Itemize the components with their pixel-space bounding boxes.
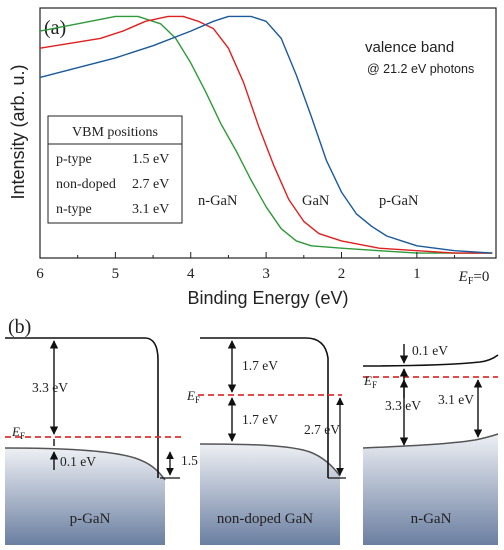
gap-label: 3.3 eV [385, 398, 421, 413]
valence-band-edge [199, 443, 341, 477]
series-layer [39, 15, 493, 254]
panel-b-label: (b) [8, 316, 31, 338]
valence-band-fill [5, 448, 165, 545]
ef-sub: F [372, 380, 377, 390]
ef-vb-label: 3.1 eV [438, 392, 474, 407]
ef-main: E [458, 269, 468, 285]
x-tick-label: 2 [338, 266, 346, 282]
ef-main: E [11, 424, 20, 439]
material-label: n-GaN [411, 511, 452, 527]
valence-band-fill [200, 444, 340, 545]
curve-label-gan: GaN [302, 193, 330, 209]
vbm-row-value: 2.7 eV [132, 177, 169, 192]
valence-band-fill [363, 434, 498, 545]
ef-sub: F [195, 395, 200, 405]
vbm-table-box [47, 115, 183, 224]
ef-vb-label: 0.1 eV [60, 454, 96, 469]
vbm-table-title: VBM positions [72, 125, 158, 140]
series-line-n-gan [39, 15, 493, 254]
series-line-p-gan [39, 15, 493, 254]
cb-gap-label: 0.1 eV [412, 343, 448, 358]
vbm-row-value: 3.1 eV [132, 202, 169, 217]
ef-label: EF [186, 388, 200, 405]
vbm-row-name: p-type [56, 152, 92, 167]
cb-ef-label: 1.7 eV [242, 358, 278, 373]
x-tick-label: 6 [36, 266, 44, 282]
band-diagram-p-gan: 3.3 eV 0.1 eV 1.5 eV EF p-GaN [4, 337, 217, 545]
x-tick-label: 5 [112, 266, 120, 282]
band-diagram-non-doped-gan: 1.7 eV 1.7 eV 2.7 eV EF non-doped GaN [186, 337, 346, 545]
x-axis-label: Binding Energy (eV) [187, 288, 348, 308]
x-tick-label: 4 [187, 266, 195, 282]
ef-vb-label: 1.7 eV [242, 412, 278, 427]
y-axis-label: Intensity (arb. u.) [8, 64, 28, 199]
conduction-band-edge [200, 337, 329, 478]
vbm-row-name: non-doped [56, 177, 116, 192]
ef-sub: F [20, 431, 25, 441]
ef-main: E [363, 373, 372, 388]
material-label: non-doped GaN [217, 511, 313, 527]
gap-label: 3.3 eV [32, 380, 68, 395]
ef-label: EF [11, 424, 25, 441]
ef-sub: F [468, 276, 474, 287]
x-tick-label: 3 [262, 266, 270, 282]
annotation-photons: @ 21.2 eV photons [367, 62, 474, 76]
conduction-band-edge [362, 354, 499, 367]
curve-label-p-gan: p-GaN [379, 193, 419, 209]
ef-label: EF [363, 373, 377, 390]
valence-band-edge [4, 447, 166, 481]
annotation-valence-band: valence band [365, 39, 454, 56]
ef-suffix: =0 [473, 269, 489, 285]
band-diagram-n-gan: 0.1 eV 3.3 eV 3.1 eV EF n-GaN [362, 343, 499, 545]
series-line-gan [39, 15, 493, 254]
x-tick-label: 1 [413, 266, 421, 282]
ef-main: E [186, 388, 195, 403]
vbm-row-name: n-type [56, 202, 92, 217]
conduction-band-edge [5, 337, 159, 478]
ef-zero-tick-label: EF=0 [458, 269, 490, 287]
vbm-table: VBM positions p-type 1.5 eV non-doped 2.… [47, 115, 183, 224]
x-axis-ticks: 6 5 4 3 2 1 [36, 252, 456, 282]
vbm-row-value: 1.5 eV [132, 152, 169, 167]
panel-b: (b) 3.3 eV 0.1 eV 1.5 eV EF p-GaN [4, 316, 499, 545]
curve-label-n-gan: n-GaN [198, 193, 238, 209]
valence-band-edge [362, 433, 499, 449]
bending-label: 2.7 eV [304, 422, 340, 437]
plot-frame [39, 7, 497, 259]
material-label: p-GaN [70, 511, 111, 527]
